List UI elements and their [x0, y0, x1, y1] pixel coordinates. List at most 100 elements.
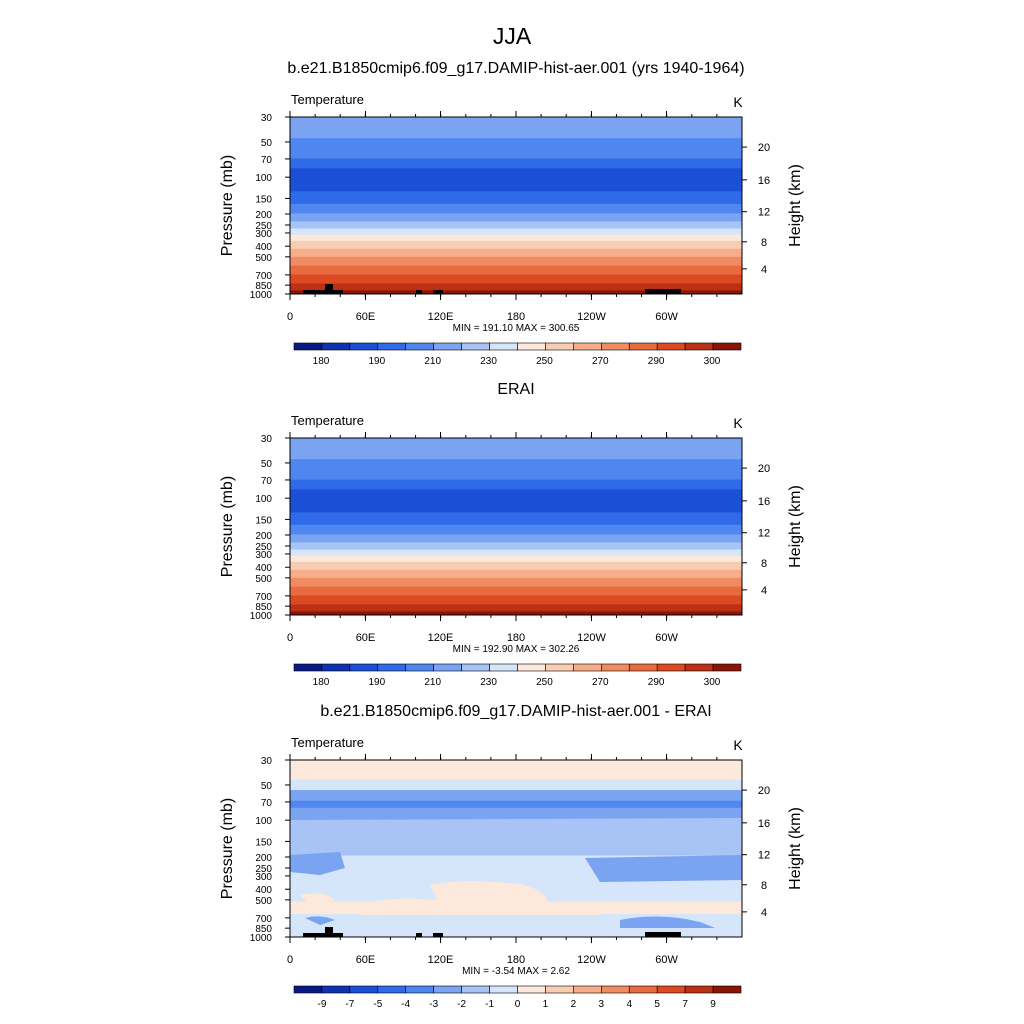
contour-band-14	[290, 265, 742, 276]
variable-label: Temperature	[291, 92, 364, 107]
colorbar-swatch-12	[601, 663, 630, 672]
x-tick-label: 60W	[655, 632, 678, 644]
colorbar-swatch-11	[573, 342, 602, 351]
y-tick-label: 250	[255, 864, 272, 875]
y-tick-label: 1000	[250, 290, 273, 301]
y-right-tick-label: 12	[758, 850, 770, 862]
colorbar-tick-label: 3	[599, 999, 605, 1010]
x-tick-label: 60W	[655, 954, 678, 966]
y-right-tick-label: 4	[761, 585, 767, 597]
y-right-tick-label: 16	[758, 175, 770, 187]
y-tick-label: 300	[255, 229, 272, 240]
colorbar-tick-label: 290	[648, 677, 665, 688]
colorbar-swatch-11	[573, 985, 602, 994]
y-tick-label: 250	[255, 542, 272, 553]
y-axis-label: Pressure (mb)	[219, 476, 236, 577]
colorbar-swatch-5	[405, 342, 434, 351]
x-tick-label: 60E	[356, 632, 376, 644]
contour-band-12	[290, 569, 742, 579]
y-tick-label: 70	[261, 476, 273, 487]
colorbar-swatch-11	[573, 663, 602, 672]
y-tick-label: 300	[255, 550, 272, 561]
y-tick-label: 1000	[250, 611, 273, 622]
colorbar-tick-label: 1	[543, 999, 549, 1010]
orography-block-2	[325, 927, 333, 937]
contour-band-2	[290, 459, 742, 481]
orography-block-4	[433, 290, 443, 294]
contour-band-16	[290, 604, 742, 612]
y-right-tick-label: 16	[758, 818, 770, 830]
colorbar-swatch-8	[489, 663, 518, 672]
x-tick-label: 180	[507, 632, 525, 644]
contour-band-2	[290, 779, 742, 791]
chart-panel-2: ERAI Temperature K 0 60E 120E 180 120W 60W 30 50 70…	[219, 381, 804, 688]
colorbar-tick-label: 230	[480, 677, 497, 688]
y-right-tick-label: 12	[758, 528, 770, 540]
x-tick-label: 120W	[577, 311, 606, 323]
chart-title: b.e21.B1850cmip6.f09_g17.DAMIP-hist-aer.…	[287, 60, 744, 77]
colorbar-tick-label: 230	[480, 356, 497, 367]
y-axis-right-label: Height (km)	[787, 485, 804, 568]
y-tick-label: 100	[255, 816, 272, 827]
y-tick-label: 70	[261, 155, 273, 166]
orography-block-5	[645, 289, 681, 294]
y-tick-label: 200	[255, 210, 272, 221]
x-tick-label: 120E	[428, 954, 454, 966]
contour-band-2	[290, 138, 742, 160]
chart-panel-1: b.e21.B1850cmip6.f09_g17.DAMIP-hist-aer.…	[219, 60, 804, 367]
colorbar-tick-label: 4	[626, 999, 632, 1010]
units-label: K	[733, 737, 743, 753]
colorbar-swatch-4	[377, 663, 407, 672]
colorbar-swatch-2	[321, 342, 351, 351]
colorbar-swatch-15	[684, 985, 714, 994]
colorbar-swatch-14	[656, 342, 686, 351]
colorbar-tick-label: 250	[536, 356, 553, 367]
contour-band-8	[290, 221, 742, 230]
colorbar-swatch-8	[489, 985, 518, 994]
colorbar-swatch-3	[349, 342, 379, 351]
y-right-tick-label: 8	[761, 880, 767, 892]
min-max-text: MIN = 191.10 MAX = 300.65	[453, 323, 580, 334]
y-tick-label: 700	[255, 592, 272, 603]
contour-patch-6	[355, 898, 600, 915]
y-tick-label: 400	[255, 885, 272, 896]
colorbar-swatch-16	[712, 985, 742, 994]
x-tick-label: 0	[287, 632, 293, 644]
chart-title: ERAI	[497, 381, 534, 398]
y-tick-label: 70	[261, 798, 273, 809]
colorbar-swatch-14	[656, 663, 686, 672]
colorbar-tick-label: 180	[313, 677, 330, 688]
colorbar-tick-label: 210	[424, 356, 441, 367]
y-right-tick-label: 8	[761, 558, 767, 570]
y-tick-label: 30	[261, 756, 273, 767]
contour-band-11	[290, 561, 742, 571]
colorbar-swatch-16	[712, 663, 742, 672]
colorbar-swatch-4	[377, 985, 407, 994]
contour-band-16	[290, 283, 742, 291]
contour-band-1	[290, 117, 742, 139]
x-tick-label: 60W	[655, 311, 678, 323]
colorbar-tick-label: 210	[424, 677, 441, 688]
x-tick-label: 120E	[428, 311, 454, 323]
x-tick-label: 60E	[356, 954, 376, 966]
min-max-text: MIN = 192.90 MAX = 302.26	[453, 644, 580, 655]
contour-band-1	[290, 438, 742, 460]
colorbar-tick-label: -1	[485, 999, 494, 1010]
y-right-tick-label: 12	[758, 207, 770, 219]
y-tick-label: 500	[255, 253, 272, 264]
contour-band-17	[290, 290, 742, 295]
contour-band-7	[290, 534, 742, 543]
y-right-tick-label: 16	[758, 496, 770, 508]
contour-patch-3	[585, 855, 742, 882]
contour-band-4	[290, 168, 742, 192]
y-tick-label: 100	[255, 494, 272, 505]
y-axis-right-label: Height (km)	[787, 807, 804, 890]
contour-band-4	[290, 800, 742, 809]
colorbar-swatch-2	[321, 663, 351, 672]
y-axis-right-label: Height (km)	[787, 164, 804, 247]
y-tick-label: 400	[255, 242, 272, 253]
y-right-tick-label: 8	[761, 237, 767, 249]
colorbar-swatch-12	[601, 985, 630, 994]
colorbar-swatch-7	[461, 663, 490, 672]
colorbar-swatch-7	[461, 342, 490, 351]
